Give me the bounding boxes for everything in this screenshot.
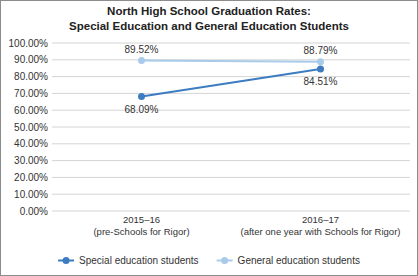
- data-label: 89.52%: [125, 44, 159, 55]
- point-marker: [138, 57, 145, 64]
- grid-line: [52, 211, 410, 212]
- tick-label: 80.00%: [14, 71, 48, 82]
- grid-line: [52, 43, 410, 44]
- text-line: (pre-Schools for Rigor): [93, 226, 189, 237]
- data-labels: 68.09% 84.51% 89.52% 88.79%: [125, 44, 338, 115]
- tick-label: 40.00%: [14, 138, 48, 149]
- point-marker: [317, 58, 324, 65]
- grid-line: [52, 160, 410, 161]
- tick-label: 30.00%: [14, 155, 48, 166]
- tick-label: 10.00%: [14, 189, 48, 200]
- point-marker: [138, 93, 145, 100]
- point-marker: [317, 66, 324, 73]
- legend-item: Special education students: [58, 255, 199, 266]
- legend: Special education students General educat…: [58, 255, 360, 266]
- category-label: 2015–16(pre-Schools for Rigor): [93, 214, 189, 237]
- grid-line: [52, 143, 410, 144]
- text-line: 2016–17: [302, 214, 339, 225]
- legend-label: Special education students: [79, 255, 199, 266]
- plot-marks: [138, 57, 324, 100]
- legend-marker: [221, 257, 228, 264]
- tick-label: 0.00%: [20, 206, 48, 217]
- category-label: 2016–17(after one year with Schools for …: [241, 214, 401, 237]
- series-line: [142, 61, 321, 62]
- y-axis: 0.00% 10.00% 20.00% 30.00% 40.00% 50.00% 60.00…: [9, 38, 410, 217]
- text-line: (after one year with Schools for Rigor): [241, 226, 401, 237]
- title: North High School Graduation Rates: Speci…: [69, 5, 349, 32]
- text-line: Special Education and General Education …: [69, 20, 349, 32]
- tick-label: 70.00%: [14, 88, 48, 99]
- tick-label: 50.00%: [14, 122, 48, 133]
- tick-label: 60.00%: [14, 105, 48, 116]
- frame: [1, 1, 418, 276]
- data-label: 88.79%: [304, 45, 338, 56]
- text-line: 2015–16: [123, 214, 160, 225]
- data-label: 68.09%: [125, 104, 159, 115]
- grid-line: [52, 93, 410, 94]
- grid-line: [52, 127, 410, 128]
- series-line: [142, 69, 321, 97]
- legend-label: General education students: [238, 255, 360, 266]
- tick-label: 20.00%: [14, 172, 48, 183]
- grid-line: [52, 110, 410, 111]
- grid-line: [52, 59, 410, 60]
- chart: North High School Graduation Rates: Speci…: [0, 0, 418, 276]
- tick-label: 100.00%: [9, 38, 49, 49]
- text-line: North High School Graduation Rates:: [107, 5, 311, 17]
- legend-item: General education students: [217, 255, 360, 266]
- tick-label: 90.00%: [14, 54, 48, 65]
- grid-line: [52, 194, 410, 195]
- grid-line: [52, 177, 410, 178]
- data-label: 84.51%: [304, 76, 338, 87]
- grid-line: [52, 76, 410, 77]
- legend-marker: [63, 257, 70, 264]
